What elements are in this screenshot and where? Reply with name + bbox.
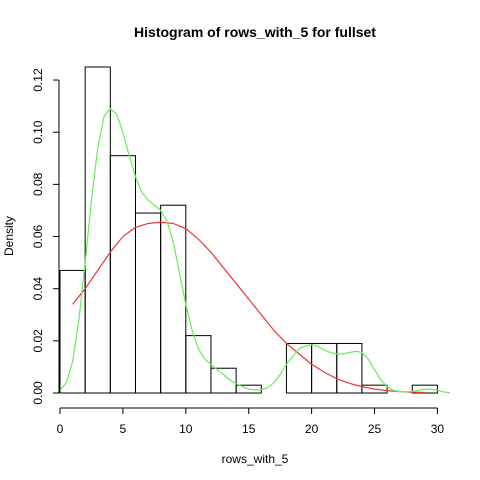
histogram-bar-9 [285, 342, 313, 394]
density-curves [59, 107, 451, 394]
x-axis-label: rows_with_5 [222, 452, 289, 466]
histogram-bar-12 [361, 384, 388, 394]
y-tick-label-5: 0.10 [31, 120, 45, 144]
y-tick-label-0: 0.00 [31, 381, 45, 405]
x-tick-label-5: 25 [368, 422, 382, 436]
histogram-bar-6 [210, 367, 237, 394]
x-tick-label-2: 10 [179, 422, 193, 436]
x-tick-label-3: 15 [242, 422, 256, 436]
histogram-bar-2 [109, 155, 136, 394]
y-tick-label-1: 0.02 [31, 329, 45, 353]
density-curve-1 [59, 107, 451, 394]
x-tick-label-6: 30 [431, 422, 445, 436]
y-tick-label-2: 0.04 [31, 277, 45, 301]
histogram-bar-0 [59, 269, 86, 394]
histogram-bars [59, 66, 438, 394]
histogram-bar-3 [134, 212, 162, 394]
y-axis-label: Density [2, 216, 16, 256]
histogram-bar-5 [185, 335, 212, 394]
x-tick-label-4: 20 [305, 422, 319, 436]
histogram-bar-4 [160, 204, 187, 394]
x-tick-label-0: 0 [57, 422, 64, 436]
histogram-bar-10 [311, 342, 338, 394]
histogram-bar-14 [411, 384, 438, 394]
chart-title: Histogram of rows_with_5 for fullset [134, 24, 376, 40]
y-tick-label-4: 0.08 [31, 172, 45, 196]
histogram-bar-11 [336, 342, 363, 394]
y-axis: 0.00 0.02 0.04 0.06 0.08 0.10 0.12 [31, 68, 60, 405]
x-axis: 0 5 10 15 20 25 30 [57, 407, 445, 436]
x-tick-label-1: 5 [120, 422, 127, 436]
density-curve-0 [72, 221, 425, 394]
y-tick-label-6: 0.12 [31, 68, 45, 92]
y-tick-label-3: 0.06 [31, 225, 45, 249]
